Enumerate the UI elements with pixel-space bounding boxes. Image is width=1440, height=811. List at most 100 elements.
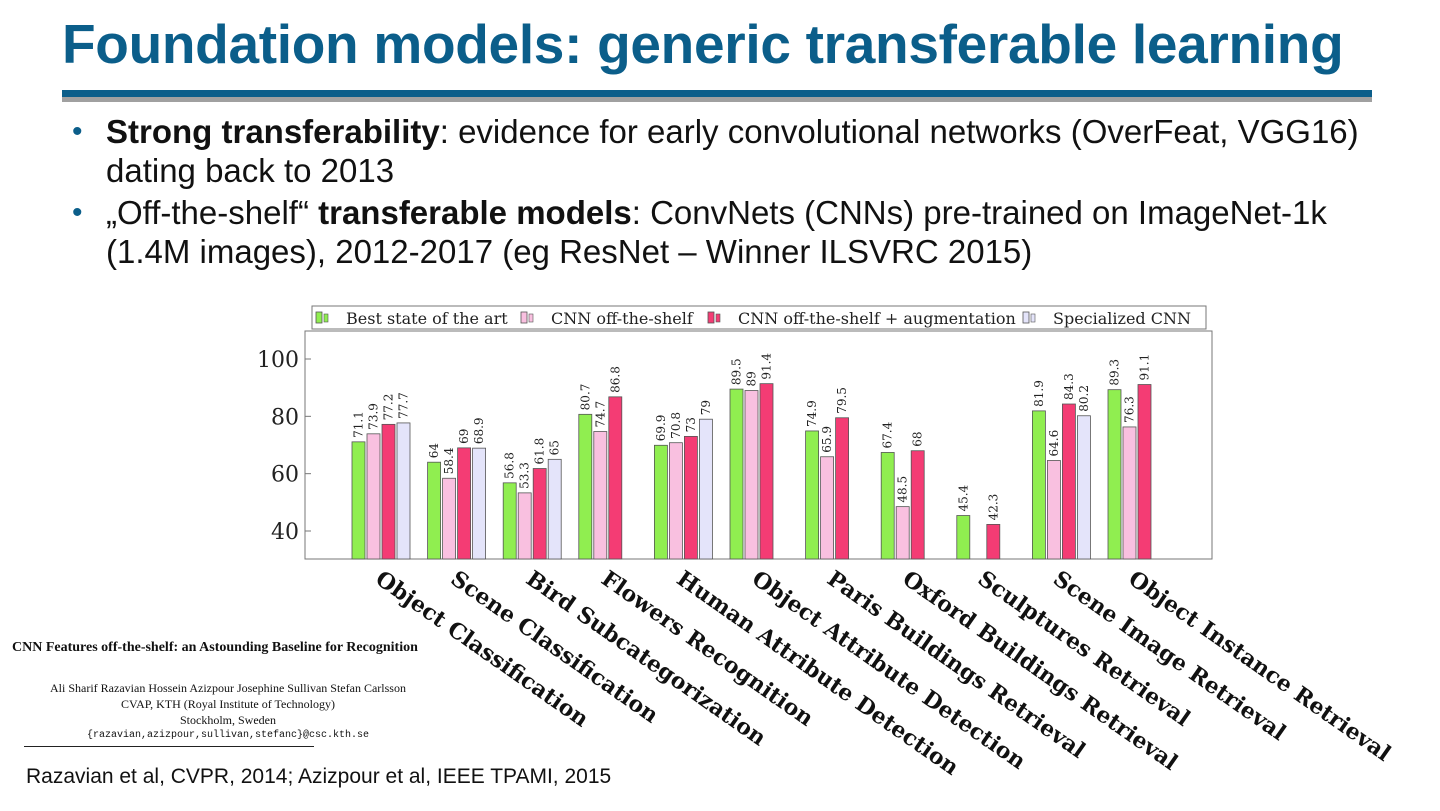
bar-value-label: 70.8 <box>669 412 683 439</box>
bullet-dot-icon: • <box>72 115 83 148</box>
bar <box>956 515 971 560</box>
bar <box>381 423 396 560</box>
bar-value-label: 89.5 <box>730 358 744 385</box>
bar-value-label: 69 <box>457 429 471 444</box>
y-axis: 40 60 80 100 <box>257 348 311 545</box>
bar-value-label: 64.6 <box>1047 430 1061 457</box>
bar <box>986 524 1001 560</box>
bar <box>517 492 532 560</box>
bar-value-label: 73 <box>684 417 698 432</box>
y-tick-label: 40 <box>271 520 299 545</box>
bar <box>578 413 593 560</box>
bar-value-label: 81.9 <box>1032 380 1046 407</box>
paper-header: CNN Features off-the-shelf: an Astoundin… <box>12 640 444 741</box>
bar-value-label: 56.8 <box>503 452 517 479</box>
bar-value-label: 89.3 <box>1108 359 1122 386</box>
bar-value-label: 61.8 <box>533 438 547 465</box>
bar <box>835 417 849 560</box>
legend-swatch <box>707 311 715 324</box>
bullet-2-rest: : ConvNets (CNNs) pre-trained on ImageNe… <box>106 194 1327 270</box>
legend-swatch <box>1022 311 1030 324</box>
bar-value-label: 77.2 <box>382 394 396 421</box>
slide-title: Foundation models: generic transferable … <box>62 13 1344 75</box>
bar <box>820 456 834 560</box>
bar <box>1062 403 1076 560</box>
bar <box>396 422 411 560</box>
bar-value-label: 86.8 <box>608 366 622 393</box>
bar-value-label: 53.3 <box>518 462 532 489</box>
y-tick-label: 60 <box>271 463 299 488</box>
bar-value-label: 79 <box>699 400 713 415</box>
bar <box>729 388 744 560</box>
bullet-1-rest: : evidence for early convolutional netwo… <box>106 113 1359 189</box>
value-labels: 71.1 73.9 77.2 77.7 64 58.469 68.9 56.8 53.361.8… <box>352 353 1152 521</box>
bullet-1-text: Strong transferability: evidence for ear… <box>106 112 1396 190</box>
bar <box>669 442 683 560</box>
bar <box>910 450 925 560</box>
bar <box>427 461 442 560</box>
bar <box>1077 415 1091 560</box>
bullet-2-text: „Off-the-shelf“ transferable models: Con… <box>106 193 1396 271</box>
bar <box>654 444 668 560</box>
bar-value-label: 74.9 <box>805 400 819 427</box>
bar <box>1107 389 1122 560</box>
bar-value-label: 77.7 <box>397 392 411 419</box>
bullet-1-bold: Strong transferability <box>106 113 440 150</box>
bars <box>351 383 1152 560</box>
bar <box>502 482 517 560</box>
bar-value-label: 73.9 <box>367 403 381 430</box>
bar <box>1122 426 1137 560</box>
bullet-2-bold: transferable models <box>318 194 632 231</box>
bar <box>805 430 819 560</box>
bar-value-label: 42.3 <box>986 494 1000 521</box>
legend-swatch <box>315 311 323 324</box>
paper-title: CNN Features off-the-shelf: an Astoundin… <box>12 640 418 655</box>
bar-value-label: 91.4 <box>760 353 774 380</box>
bar-value-label: 80.7 <box>578 384 592 411</box>
bar-value-label: 64 <box>427 443 441 459</box>
bar-value-label: 89 <box>745 371 759 386</box>
bar-value-label: 68 <box>911 431 925 446</box>
bar-value-label: 65.9 <box>820 426 834 453</box>
bar-value-label: 48.5 <box>896 476 910 503</box>
bar-value-label: 58.4 <box>442 447 456 474</box>
bar <box>442 477 457 560</box>
y-tick-label: 80 <box>271 405 299 430</box>
bar-value-label: 91.1 <box>1138 354 1152 381</box>
bar-value-label: 69.9 <box>654 415 668 442</box>
plot-frame <box>304 330 1213 560</box>
paper-email: {razavian,azizpour,sullivan,stefanc}@csc… <box>86 730 370 741</box>
bar <box>895 506 910 560</box>
bar-value-label: 76.3 <box>1123 396 1137 423</box>
bar-value-label: 68.9 <box>472 417 486 444</box>
bar <box>532 468 547 560</box>
paper-institution: CVAP, KTH (Royal Institute of Technology… <box>120 697 336 711</box>
bar-value-label: 45.4 <box>956 484 970 511</box>
bar-value-label: 84.3 <box>1062 373 1076 400</box>
paper-authors: Ali Sharif Razavian Hossein Azizpour Jos… <box>50 681 406 695</box>
bar <box>547 458 562 560</box>
bar <box>366 433 381 560</box>
bar <box>351 441 366 560</box>
title-rule-blue <box>62 90 1372 97</box>
citation: Razavian et al, CVPR, 2014; Azizpour et … <box>26 765 612 788</box>
y-tick-label: 100 <box>257 348 299 373</box>
bar <box>457 447 472 560</box>
bar-value-label: 79.5 <box>835 387 849 414</box>
bar <box>684 435 698 560</box>
bar <box>759 383 774 560</box>
legend-swatch <box>528 313 534 323</box>
footnote-rule <box>24 746 314 747</box>
chart-legend: Best state of the art CNN off-the-shelf CN… <box>311 305 1207 330</box>
bar <box>1047 460 1061 560</box>
paper-location: Stockholm, Sweden <box>180 713 276 727</box>
legend-swatch <box>715 313 721 323</box>
bar <box>744 390 759 560</box>
legend-swatch <box>520 311 528 324</box>
legend-swatch <box>1030 313 1036 323</box>
bar <box>1032 410 1046 560</box>
bullet-dot-icon: • <box>72 196 83 229</box>
bar <box>1137 384 1152 560</box>
bar <box>472 447 487 560</box>
